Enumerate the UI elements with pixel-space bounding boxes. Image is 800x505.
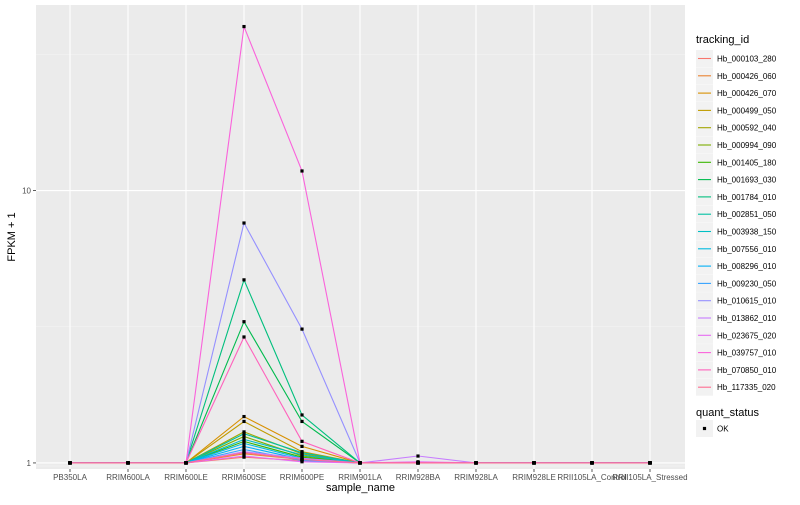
- y-axis-title: FPKM + 1: [6, 212, 18, 261]
- legend-label: Hb_009230_050: [717, 279, 777, 288]
- legend-label: Hb_039757_010: [717, 349, 777, 358]
- data-point: [300, 444, 304, 448]
- data-point: [242, 454, 246, 458]
- data-point: [416, 454, 420, 458]
- data-point: [242, 434, 246, 439]
- x-axis: PB350LA RRIM600LA RRIM600LE RRIM600SE RRIM60…: [53, 469, 688, 482]
- status-legend-point: [702, 426, 707, 431]
- data-point: [242, 451, 246, 455]
- legend-label: Hb_000426_070: [717, 89, 777, 98]
- x-tick-label: RRIM600SE: [222, 473, 266, 482]
- data-points: [68, 24, 652, 465]
- data-point: [416, 461, 420, 465]
- data-point: [300, 419, 304, 424]
- data-point: [242, 437, 246, 442]
- x-tick-label: PB350LA: [53, 473, 87, 482]
- data-point: [532, 461, 536, 465]
- legend-label: Hb_010615_010: [717, 297, 777, 306]
- legend: tracking_id Hb_000103_280Hb_000426_060Hb…: [696, 34, 777, 437]
- data-point: [300, 439, 304, 443]
- data-point: [242, 335, 246, 339]
- legend-label: Hb_000499_050: [717, 106, 777, 115]
- legend-label: Hb_013862_010: [717, 314, 777, 323]
- data-point: [242, 444, 246, 448]
- x-tick-label: RRIM901LA: [338, 473, 382, 482]
- data-point: [242, 441, 246, 445]
- legend-label: Hb_001693_030: [717, 176, 777, 185]
- x-tick-label: RRII105LA_Stressed: [612, 473, 687, 482]
- x-tick-label: RRIM600PE: [280, 473, 324, 482]
- legend-label: Hb_000592_040: [717, 124, 777, 133]
- data-point: [300, 327, 304, 331]
- data-point: [300, 453, 304, 457]
- legend-label: Hb_001405_180: [717, 158, 777, 167]
- data-point: [242, 414, 246, 419]
- y-axis: 1 10: [22, 187, 36, 468]
- data-point: [184, 461, 188, 465]
- grid-lines: [36, 5, 685, 469]
- legend-label: Hb_117335_020: [717, 383, 776, 392]
- legend-label: Hb_000994_090: [717, 141, 777, 150]
- data-point: [300, 413, 304, 417]
- legend-title: tracking_id: [696, 34, 749, 46]
- legend-label: Hb_002851_050: [717, 210, 777, 219]
- data-point: [590, 461, 594, 465]
- data-point: [300, 457, 304, 462]
- data-point: [242, 278, 246, 282]
- data-point: [242, 447, 246, 452]
- data-point: [242, 221, 246, 225]
- data-point: [242, 419, 246, 424]
- status-legend-label: OK: [717, 425, 729, 434]
- legend-label: Hb_007556_010: [717, 245, 777, 254]
- data-point: [126, 461, 130, 465]
- x-tick-label: RRIM928LA: [454, 473, 498, 482]
- legend-label: Hb_003938_150: [717, 228, 777, 237]
- data-point: [648, 461, 652, 465]
- x-tick-label: RRII105LA_Control: [557, 473, 627, 482]
- x-axis-title: sample_name: [326, 482, 395, 494]
- data-point: [242, 24, 246, 29]
- legend-label: Hb_000103_280: [717, 55, 777, 64]
- x-tick-label: RRIM600LE: [164, 473, 208, 482]
- legend-label: Hb_023675_020: [717, 331, 777, 340]
- data-point: [300, 451, 304, 455]
- legend-label: Hb_001784_010: [717, 193, 777, 202]
- data-point: [358, 461, 362, 465]
- status-legend-title: quant_status: [696, 407, 759, 419]
- data-point: [474, 461, 478, 465]
- data-point: [242, 320, 246, 324]
- x-tick-label: RRIM600LA: [106, 473, 150, 482]
- data-point: [300, 460, 304, 464]
- legend-label: Hb_008296_010: [717, 262, 777, 271]
- x-tick-label: RRIM928BA: [396, 473, 441, 482]
- y-tick-label: 1: [27, 459, 32, 468]
- data-point: [242, 439, 246, 443]
- legend-items: Hb_000103_280 Hb_000426_060 Hb_000426_070 H…: [696, 50, 777, 396]
- data-point: [242, 430, 246, 434]
- x-tick-label: RRIM928LE: [512, 473, 556, 482]
- legend-label: Hb_070850_010: [717, 366, 777, 375]
- data-point: [242, 432, 246, 436]
- y-tick-label: 10: [22, 187, 31, 196]
- data-point: [68, 461, 72, 465]
- legend-label: Hb_000426_060: [717, 72, 777, 81]
- data-point: [300, 169, 304, 173]
